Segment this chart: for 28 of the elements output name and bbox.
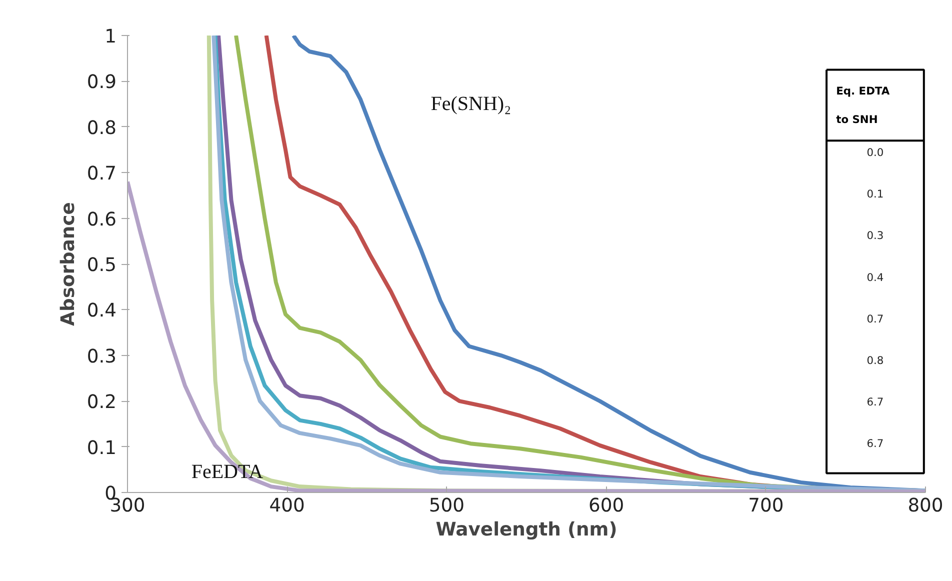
annotation: 6.7 bbox=[866, 437, 884, 450]
y-tick-label: 0.1 bbox=[86, 438, 116, 459]
annotation: 0.8 bbox=[866, 354, 884, 367]
y-tick-label: 0.5 bbox=[86, 255, 116, 276]
annotation: 0.7 bbox=[866, 312, 884, 326]
annotation: Fe(SNH)₂ bbox=[430, 93, 512, 116]
annotation: 0.1 bbox=[866, 188, 884, 201]
annotation: 6.7 bbox=[866, 396, 884, 409]
y-tick-label: 0.2 bbox=[86, 392, 116, 414]
y-tick-label: 0.7 bbox=[86, 164, 116, 185]
x-axis-title: Wavelength (nm) bbox=[436, 520, 618, 540]
annotation: FeEDTA bbox=[191, 460, 264, 483]
y-tick-label: 0.9 bbox=[86, 72, 116, 94]
y-axis-title: Absorbance bbox=[58, 202, 79, 326]
y-tick-label: 0.4 bbox=[86, 300, 116, 322]
text: Eq. EDTA to SNH bbox=[836, 84, 890, 126]
annotation: 0.0 bbox=[866, 146, 884, 160]
y-tick-label: 0.6 bbox=[86, 209, 116, 230]
y-tick-label: 1 bbox=[104, 26, 117, 48]
x-tick-label: 500 bbox=[428, 496, 465, 516]
annotation: 0.3 bbox=[866, 229, 884, 242]
y-tick-label: 0.8 bbox=[86, 118, 116, 139]
x-tick-label: 700 bbox=[748, 496, 784, 516]
x-tick-label: 400 bbox=[269, 496, 305, 516]
y-tick-label: 0.3 bbox=[86, 346, 116, 368]
x-tick-label: 600 bbox=[588, 496, 624, 516]
annotation: 0.4 bbox=[866, 270, 884, 284]
x-tick-label: 800 bbox=[908, 496, 944, 516]
